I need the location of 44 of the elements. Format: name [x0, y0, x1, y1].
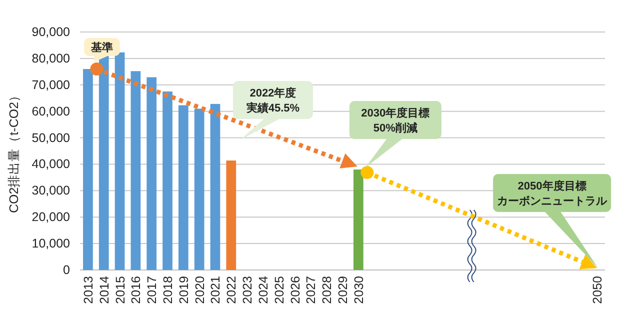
x-tick-label: 2029	[336, 276, 350, 304]
x-tick-label: 2028	[320, 276, 334, 304]
y-tick-label: 70,000	[32, 78, 70, 92]
y-tick-label: 60,000	[32, 104, 70, 118]
x-tick-label: 2050	[590, 276, 605, 304]
y-tick-label: 90,000	[32, 25, 70, 39]
x-tick-label: 2024	[256, 276, 270, 304]
x-tick-label: 2030	[352, 276, 366, 304]
y-tick-label: 0	[63, 263, 70, 277]
x-tick-label: 2018	[161, 276, 175, 304]
bar	[194, 108, 204, 270]
x-tick-label: 2026	[288, 276, 302, 304]
x-tick-label: 2016	[129, 276, 144, 304]
bar	[146, 77, 157, 270]
y-tick-label: 30,000	[32, 184, 70, 198]
y-tick-label: 40,000	[32, 157, 70, 172]
y-axis-title: CO2排出量（t-CO2）	[7, 88, 21, 214]
x-tick-label: 2013	[81, 276, 96, 304]
x-tick-label: 2020	[192, 276, 207, 304]
x-tick-label: 2014	[97, 276, 112, 304]
bar	[226, 160, 236, 270]
annotation: 2050年度目標カーボンニュートラル	[497, 180, 608, 208]
x-tick-label: 2025	[272, 276, 286, 304]
bar	[83, 69, 93, 270]
y-tick-label: 20,000	[32, 210, 70, 224]
x-tick-label: 2015	[113, 276, 128, 304]
x-tick-label: 2023	[240, 276, 255, 304]
bar	[162, 92, 172, 270]
y-tick-label: 10,000	[32, 236, 70, 251]
x-tick-label: 2022	[224, 276, 239, 304]
x-tick-label: 2019	[176, 276, 191, 304]
annotation: 2022年度実績45.5%	[245, 86, 300, 114]
bar	[353, 170, 364, 270]
bar	[210, 104, 220, 270]
annotation: 基準	[90, 41, 113, 54]
annotation: 2030年度目標50%削減	[361, 106, 430, 134]
x-tick-label: 2017	[145, 276, 160, 304]
bar	[130, 71, 141, 270]
x-tick-label: 2021	[208, 276, 223, 304]
x-tick-label: 2027	[304, 276, 318, 304]
y-tick-label: 80,000	[32, 51, 70, 66]
y-tick-label: 50,000	[32, 130, 70, 145]
bar	[114, 52, 125, 270]
bar	[178, 105, 188, 270]
